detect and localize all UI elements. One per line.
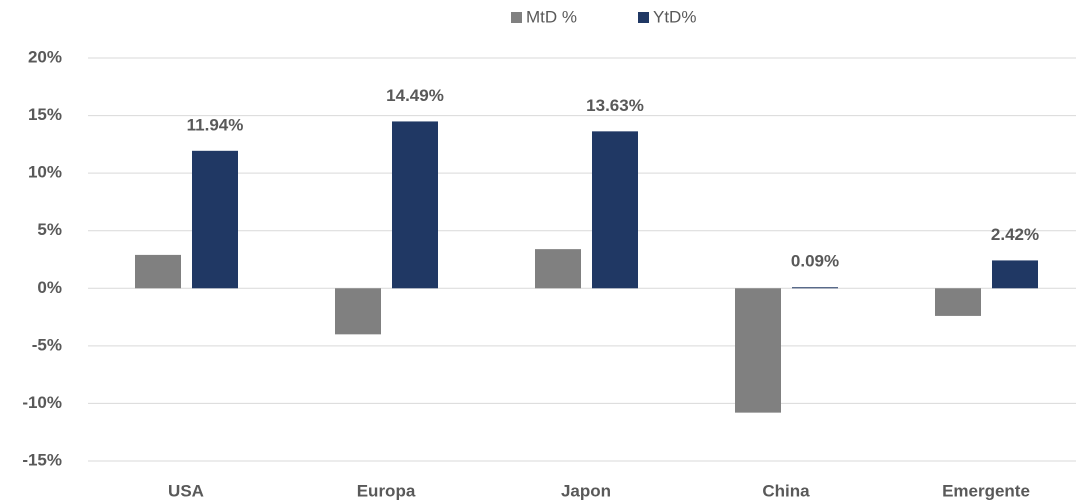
bar bbox=[935, 288, 981, 316]
legend-label: YtD% bbox=[653, 7, 696, 26]
y-tick-label: -10% bbox=[22, 393, 62, 412]
legend-swatch bbox=[638, 12, 649, 23]
data-label: 0.09% bbox=[791, 252, 839, 271]
bar bbox=[792, 287, 838, 289]
bar bbox=[992, 260, 1038, 289]
y-tick-label: 5% bbox=[37, 220, 62, 239]
data-label: 14.49% bbox=[386, 86, 444, 105]
bar bbox=[535, 249, 581, 289]
y-tick-label: 0% bbox=[37, 278, 62, 297]
legend-swatch bbox=[511, 12, 522, 23]
bar bbox=[735, 288, 781, 413]
bar bbox=[392, 121, 438, 289]
y-tick-label: -15% bbox=[22, 450, 62, 469]
data-label: 11.94% bbox=[187, 115, 244, 134]
bar bbox=[135, 254, 181, 289]
data-label: 13.63% bbox=[586, 96, 644, 115]
bar bbox=[335, 288, 381, 335]
data-label: 2.42% bbox=[991, 225, 1039, 244]
legend-label: MtD % bbox=[526, 7, 577, 26]
bar bbox=[592, 131, 638, 289]
y-tick-label: 20% bbox=[28, 47, 62, 66]
y-tick-label: 10% bbox=[28, 163, 62, 182]
x-tick-label: Emergente bbox=[942, 481, 1030, 500]
x-tick-label: Japon bbox=[561, 481, 611, 500]
x-tick-label: Europa bbox=[357, 481, 416, 500]
y-tick-label: 15% bbox=[28, 105, 62, 124]
x-tick-label: USA bbox=[168, 481, 204, 500]
x-tick-label: China bbox=[762, 481, 810, 500]
y-tick-label: -5% bbox=[32, 335, 62, 354]
bar bbox=[192, 150, 238, 289]
